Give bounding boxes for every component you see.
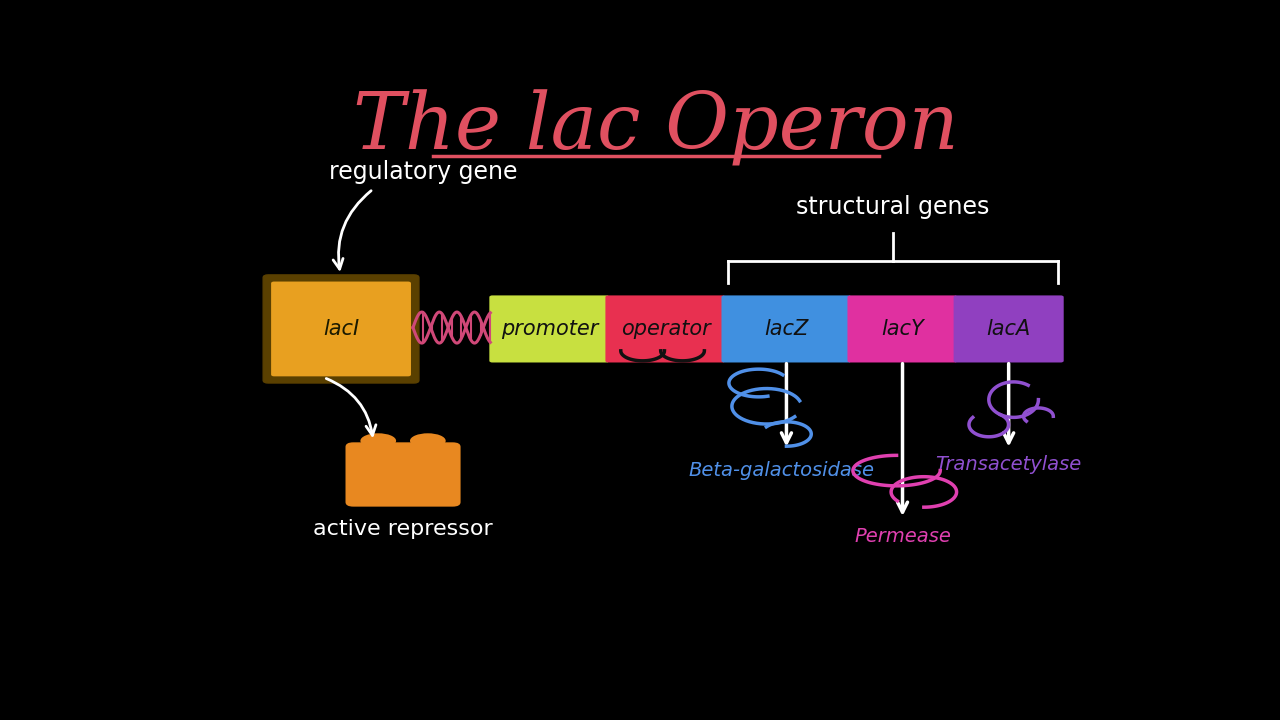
Text: promoter: promoter <box>500 319 598 339</box>
Text: lacA: lacA <box>987 319 1030 339</box>
FancyBboxPatch shape <box>269 275 413 298</box>
Text: structural genes: structural genes <box>796 195 989 220</box>
Text: Beta-galactosidase: Beta-galactosidase <box>689 461 874 480</box>
FancyBboxPatch shape <box>264 275 419 383</box>
Text: Permease: Permease <box>854 527 951 546</box>
FancyBboxPatch shape <box>271 282 411 377</box>
Text: lacI: lacI <box>323 319 360 339</box>
FancyBboxPatch shape <box>605 295 726 362</box>
FancyBboxPatch shape <box>722 295 851 362</box>
Text: operator: operator <box>621 319 710 339</box>
Text: The lac Operon: The lac Operon <box>353 90 959 166</box>
Text: regulatory gene: regulatory gene <box>329 161 517 184</box>
FancyBboxPatch shape <box>847 295 957 362</box>
FancyBboxPatch shape <box>489 295 609 362</box>
Text: lacZ: lacZ <box>764 319 809 339</box>
FancyBboxPatch shape <box>346 442 461 507</box>
Text: Transacetylase: Transacetylase <box>936 455 1082 474</box>
Text: lacY: lacY <box>881 319 924 339</box>
Text: active repressor: active repressor <box>314 519 493 539</box>
FancyArrowPatch shape <box>326 379 376 436</box>
FancyBboxPatch shape <box>954 295 1064 362</box>
Ellipse shape <box>410 433 445 449</box>
Ellipse shape <box>361 433 396 449</box>
FancyArrowPatch shape <box>333 191 371 269</box>
